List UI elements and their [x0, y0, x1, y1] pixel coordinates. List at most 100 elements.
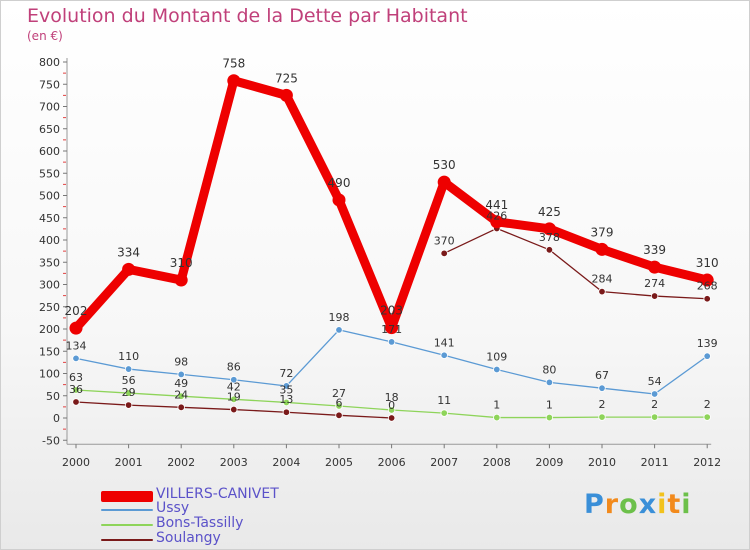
data-point — [387, 338, 396, 346]
data-label: 42 — [227, 380, 241, 393]
data-point — [440, 351, 448, 359]
data-point — [703, 352, 711, 360]
x-tick-label: 2002 — [167, 456, 195, 469]
series-layer — [69, 74, 714, 422]
x-tick-label: 2006 — [378, 456, 406, 469]
data-point — [230, 405, 238, 414]
x-tick-label: 2005 — [325, 456, 353, 469]
data-label: 109 — [486, 350, 507, 363]
y-tick-label: 100 — [39, 368, 60, 381]
data-point — [648, 260, 662, 274]
legend-item-bons-tassilly: Bons-Tassilly — [101, 515, 341, 532]
data-label: 334 — [117, 245, 140, 259]
data-point — [598, 287, 606, 296]
data-label: 284 — [592, 273, 613, 286]
x-tick-label: 2004 — [272, 456, 300, 469]
legend-label: Ussy — [156, 500, 190, 516]
data-label: 86 — [227, 361, 241, 374]
data-point — [493, 413, 501, 422]
x-tick-label: 2007 — [430, 456, 458, 469]
data-label: 141 — [434, 336, 455, 349]
data-point — [545, 378, 554, 387]
logo-letter: t — [667, 489, 682, 520]
data-point — [387, 406, 396, 414]
data-label: 139 — [697, 337, 718, 350]
data-point — [227, 74, 241, 88]
data-point — [174, 273, 188, 287]
data-label: 339 — [643, 243, 666, 257]
data-label: 18 — [385, 391, 399, 404]
data-point — [700, 273, 714, 287]
axes: -500501001502002503003504004505005506006… — [39, 56, 721, 469]
data-point — [493, 365, 501, 374]
data-label: 35 — [279, 383, 293, 396]
data-label: 490 — [328, 176, 351, 190]
data-point — [542, 222, 556, 236]
legend-swatch — [101, 509, 153, 511]
data-label: 1 — [493, 399, 500, 412]
y-tick-label: 400 — [39, 234, 60, 247]
data-label: 370 — [434, 234, 455, 247]
data-label: 426 — [486, 209, 507, 222]
data-point — [282, 408, 291, 416]
data-label: 379 — [591, 225, 614, 239]
unit-label: (en €) — [27, 29, 63, 43]
data-point — [650, 390, 659, 398]
y-tick-label: 0 — [53, 412, 60, 425]
data-point — [598, 413, 606, 421]
x-tick-label: 2000 — [62, 456, 90, 469]
data-label: 19 — [227, 391, 241, 404]
data-label: 13 — [279, 393, 293, 406]
data-point — [703, 295, 711, 303]
legend-label: Soulangy — [156, 530, 221, 546]
data-label: 202 — [65, 304, 88, 318]
proxiti-logo: Proxiti — [584, 489, 692, 520]
data-label: 56 — [122, 374, 136, 387]
y-tick-label: 700 — [39, 101, 60, 114]
y-tick-label: 500 — [39, 190, 60, 203]
series-line-soulangy — [443, 227, 708, 300]
data-point — [595, 242, 609, 256]
data-point — [72, 398, 80, 406]
data-label: 110 — [118, 350, 139, 363]
data-point — [437, 175, 451, 189]
logo-letter: i — [681, 489, 692, 520]
data-point — [72, 354, 80, 363]
x-tick-label: 2003 — [220, 456, 248, 469]
y-tick-label: 450 — [39, 212, 60, 225]
legend-swatch — [101, 539, 153, 541]
y-tick-label: 550 — [39, 167, 60, 180]
data-point — [177, 392, 185, 400]
y-tick-label: 600 — [39, 145, 60, 158]
data-label: 2 — [651, 398, 658, 411]
series-line-villers-canivet — [71, 76, 712, 333]
data-label: 378 — [539, 231, 560, 244]
data-label: 134 — [66, 339, 87, 352]
data-point — [650, 292, 659, 300]
legend-swatch — [101, 491, 153, 502]
legend-label: VILLERS-CANIVET — [156, 486, 279, 502]
data-point — [385, 321, 399, 335]
data-label: 198 — [329, 311, 350, 324]
data-label: 268 — [697, 280, 718, 293]
data-label: 54 — [648, 375, 662, 388]
data-label: 6 — [336, 396, 343, 409]
x-tick-label: 2009 — [535, 456, 563, 469]
data-point — [124, 365, 133, 373]
data-point — [387, 414, 396, 422]
data-point — [69, 321, 83, 335]
y-tick-label: 300 — [39, 279, 60, 292]
chart-title: Evolution du Montant de la Dette par Hab… — [27, 5, 468, 27]
legend-label: Bons-Tassilly — [156, 515, 244, 531]
y-tick-label: 650 — [39, 123, 60, 136]
data-label: 27 — [332, 387, 346, 400]
y-tick-label: 800 — [39, 56, 60, 69]
data-label: 2 — [704, 398, 711, 411]
data-point — [440, 249, 448, 258]
logo-letter: r — [604, 489, 620, 520]
data-point — [124, 401, 133, 409]
data-point — [177, 403, 185, 412]
x-tick-label: 2008 — [483, 456, 511, 469]
